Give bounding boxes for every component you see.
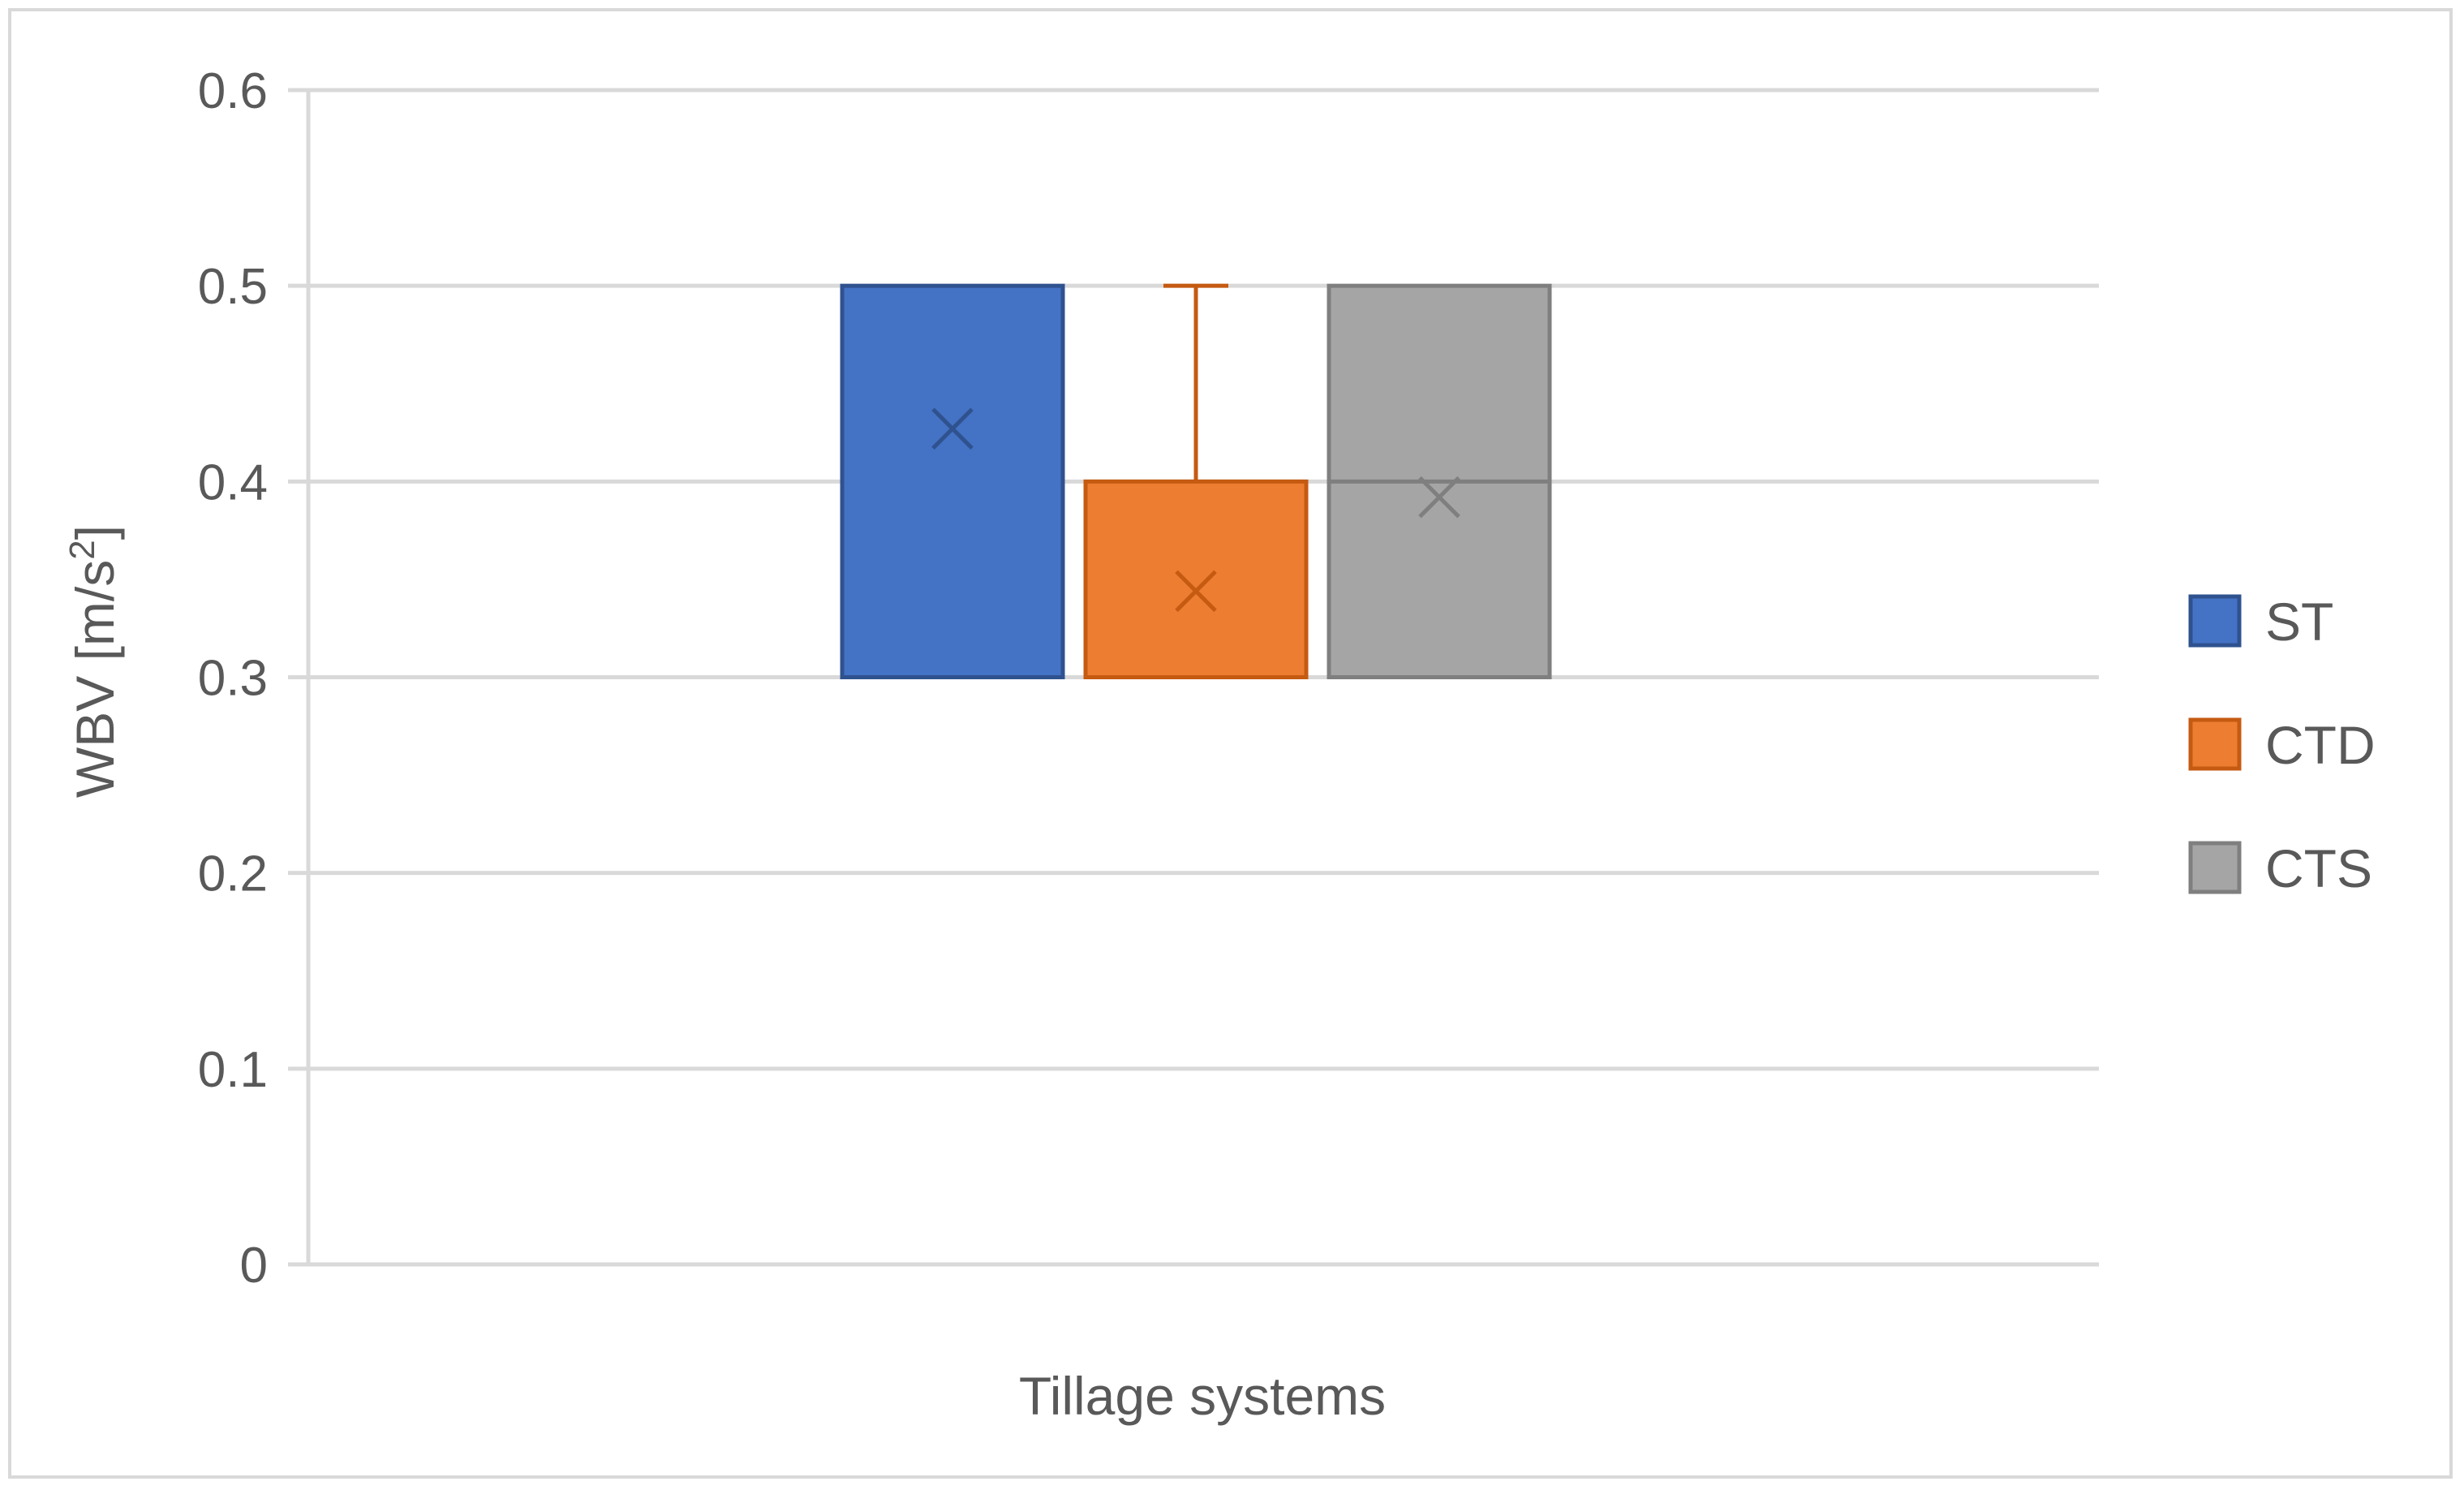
y-tick-label: 0.4	[198, 454, 268, 510]
legend-label: CTD	[2265, 715, 2376, 775]
y-tick-label: 0.6	[198, 63, 268, 119]
legend-swatch	[2188, 717, 2242, 771]
legend-item-ctd: CTD	[2188, 715, 2376, 775]
chart-frame	[8, 8, 2453, 1479]
y-axis-title-end: ]	[65, 525, 125, 540]
y-tick-label: 0	[240, 1238, 268, 1294]
box-rect	[840, 283, 1065, 679]
y-axis-title-main: WBV [m/s	[65, 560, 125, 798]
x-axis-title: Tillage systems	[1019, 1366, 1386, 1426]
legend-label: CTS	[2265, 838, 2372, 898]
legend: ST CTD CTS	[2188, 592, 2376, 898]
box-plots	[840, 283, 1552, 679]
y-axis-title-superscript: 2	[62, 540, 102, 559]
mean-marker	[931, 407, 974, 450]
box-st	[840, 283, 1065, 679]
mean-marker	[1418, 476, 1460, 519]
box-ctd	[1083, 283, 1309, 679]
legend-item-cts: CTS	[2188, 838, 2372, 898]
y-tick-label: 0.3	[198, 651, 268, 707]
y-axis-title: WBV [m/s2]	[62, 525, 126, 798]
legend-swatch	[2188, 594, 2242, 648]
mean-marker	[1175, 570, 1217, 613]
y-axis: 0 0.1 0.2 0.3 0.4 0.5 0.6	[198, 63, 311, 1294]
box-cts	[1327, 283, 1552, 679]
legend-item-st: ST	[2188, 592, 2333, 652]
y-tick-label: 0.5	[198, 259, 268, 315]
box-rect	[1083, 479, 1309, 679]
legend-swatch	[2188, 841, 2242, 894]
legend-label: ST	[2265, 592, 2333, 652]
y-tick-label: 0.1	[198, 1042, 268, 1098]
y-tick-label: 0.2	[198, 846, 268, 902]
